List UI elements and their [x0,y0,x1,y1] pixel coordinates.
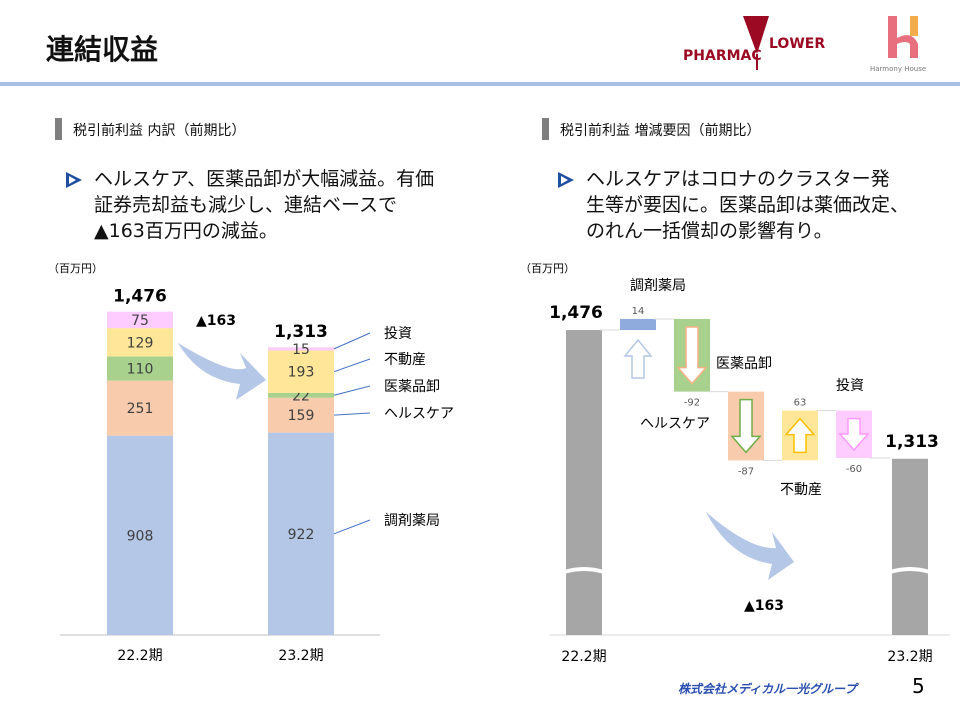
total-label: 1,313 [274,322,328,342]
right-bullet: ヘルスケアはコロナのクラスター発 生等が要因に。医薬品卸は薬価改定、 のれん一括… [558,166,910,244]
bullet-line: ヘルスケア、医薬品卸が大幅減益。有価 [94,168,435,190]
bullet-line: 生等が要因に。医薬品卸は薬価改定、 [586,194,910,216]
bar-segment [107,356,173,381]
unit-label: （百万円） [520,262,575,275]
bullet-arrow-icon [66,172,82,188]
bar-segment [268,397,334,433]
data-label: 63 [794,398,807,409]
waterfall-chart: （百万円） 1,476 22.2期 14 調剤薬局 -92 医薬品卸 -87 ヘルスケア 63 不動… [520,262,950,665]
series-label: ヘルスケア [384,406,454,422]
data-label: 15 [292,342,310,358]
series-label: 投資 [384,326,412,342]
total-label: 1,476 [113,287,167,307]
left-section-title: 税引前利益 内訳（前期比） [55,118,245,140]
down-arrow-icon [730,398,762,454]
step-bar [620,318,656,330]
up-arrow-icon [623,338,653,379]
data-label: 251 [127,401,154,417]
step-label: 投資 [836,378,864,394]
bullet-arrow-icon [558,172,574,188]
unit-label: （百万円） [48,262,103,275]
data-label: 908 [127,528,154,544]
bar-segment [107,380,173,436]
left-bullet: ヘルスケア、医薬品卸が大幅減益。有価 証券売却益も減少し、連結ベースで ▲163… [66,166,435,244]
data-label: 110 [127,362,154,378]
svg-text:LOWER: LOWER [769,36,825,52]
step-label: 不動産 [780,482,822,498]
data-label: 159 [288,408,315,424]
data-label: 14 [632,306,645,317]
data-label: 129 [127,335,154,351]
series-label: 医薬品卸 [384,379,440,395]
company-logo: 株式会社メディカル一光グループ [678,682,857,696]
down-arrow-icon [676,326,708,385]
data-label: 75 [131,313,149,329]
data-label: -87 [738,466,754,477]
header-divider [0,82,960,86]
svg-text:Harmony House: Harmony House [870,65,926,73]
data-label: 922 [288,527,315,543]
bar-segment [268,392,334,398]
bullet-line: 証券売却益も減少し、連結ベースで [94,194,398,216]
bullet-line: ▲163百万円の減益。 [94,220,278,242]
total-bar [566,330,602,635]
leader-line [333,385,371,396]
leader-line [333,332,371,350]
bar-segment [268,432,334,635]
right-section-title: 税引前利益 増減要因（前期比） [542,118,760,140]
bar-segment [107,328,173,357]
page-number: 5 [912,674,925,698]
change-label: ▲163 [744,598,784,614]
axis-break [564,567,604,574]
x-tick-label: 23.2期 [278,648,323,664]
decrease-arrow [178,343,266,400]
harmony-house-logo: Harmony House [870,16,926,73]
decrease-arrow [706,512,794,580]
change-label: ▲163 [196,313,236,329]
pharmacy-flower-logo: PHARMAC LOWER [683,16,825,70]
page-title: 連結収益 [46,33,159,66]
bar-segment [268,350,334,393]
series-label: 調剤薬局 [384,513,440,529]
stacked-bar-chart: （百万円）908251110129751,47622.2期92215922193… [48,262,454,664]
total-label: 1,313 [885,432,939,452]
total-label: 1,476 [549,303,603,323]
step-label: ヘルスケア [640,416,710,432]
data-label: -92 [684,398,700,409]
bullet-line: ヘルスケアはコロナのクラスター発 [586,168,890,190]
data-label: -60 [846,464,862,475]
leader-line [333,358,371,373]
x-tick-label: 23.2期 [887,649,932,665]
svg-text:PHARMAC: PHARMAC [683,48,762,64]
axis-break [890,567,930,574]
data-label: 193 [288,365,315,381]
down-arrow-icon [838,417,870,452]
bar-segment [107,435,173,635]
leader-line [333,519,371,535]
series-label: 不動産 [384,352,426,368]
leader-line [333,412,371,416]
bullet-line: のれん一括償却の影響有り。 [586,220,833,242]
step-label: 医薬品卸 [716,356,772,372]
x-tick-label: 22.2期 [117,648,162,664]
x-tick-label: 22.2期 [561,649,606,665]
bar-segment [107,311,173,329]
step-label: 調剤薬局 [630,278,686,294]
up-arrow-icon [784,417,816,454]
total-bar [892,458,928,635]
bar-segment [268,347,334,351]
